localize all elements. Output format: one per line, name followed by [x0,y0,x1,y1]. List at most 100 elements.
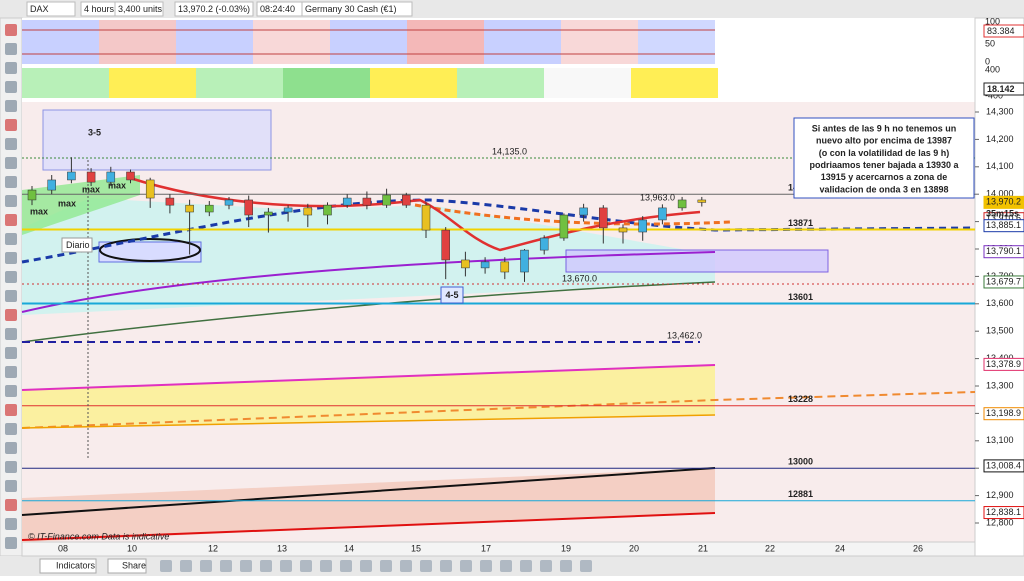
tool-icon[interactable] [5,81,17,93]
tool-icon[interactable] [5,423,17,435]
indicator-1-band [99,20,176,64]
bottom-icon[interactable] [540,560,552,572]
bottom-icon[interactable] [220,560,232,572]
share-button[interactable]: Share [122,560,146,570]
tool-icon[interactable] [5,499,17,511]
date-label: 10 [127,543,137,553]
tool-icon[interactable] [5,43,17,55]
tool-icon[interactable] [5,271,17,283]
tool-icon[interactable] [5,24,17,36]
tool-icon[interactable] [5,461,17,473]
bottom-icon[interactable] [520,560,532,572]
toolbar [0,0,1024,18]
toolbar-field[interactable] [301,1,413,17]
toolbar-time: 08:24:40 [260,4,295,14]
bottom-icon[interactable] [200,560,212,572]
daily-label: Diario [66,240,90,250]
indicator-2-band [544,68,631,98]
bottom-icon[interactable] [580,560,592,572]
tool-icon[interactable] [5,176,17,188]
bottom-icon[interactable] [340,560,352,572]
comment-line: 13915 y acercarnos a zona de [821,172,948,182]
ma-line [21,251,716,313]
bottom-icon[interactable] [440,560,452,572]
tool-icon[interactable] [5,290,17,302]
price-tick-label: 14,000 [986,189,1014,199]
tool-icon[interactable] [5,138,17,150]
indicator-2-band [109,68,196,98]
candle-body [145,179,155,199]
tool-icon[interactable] [5,214,17,226]
tool-icon[interactable] [5,366,17,378]
tool-icon[interactable] [5,347,17,359]
comment-box [793,117,975,199]
price-tag [983,245,1024,259]
candle-body [165,197,175,206]
footer: © IT-Finance.com Data is indicative [28,531,169,541]
price-tag-label: 13,790.1 [986,246,1021,256]
candle-body [323,204,332,216]
tool-icon[interactable] [5,537,17,549]
bottom-icon[interactable] [400,560,412,572]
price-tick-label: 14,200 [986,134,1014,144]
indicators-button[interactable]: Indicators [56,560,96,570]
max-label: max [30,206,48,216]
price-tick-label: 14,100 [986,161,1014,171]
tool-icon[interactable] [5,62,17,74]
candle-body [677,199,687,209]
wave-label: 3-5 [88,127,101,137]
bottom-icon[interactable] [280,560,292,572]
candle-body [421,204,431,231]
bottom-icon[interactable] [320,560,332,572]
bottom-icon[interactable] [160,560,172,572]
tool-icon[interactable] [5,309,17,321]
toolbar-field[interactable] [174,1,254,17]
date-label: 12 [208,543,218,553]
tool-icon[interactable] [5,385,17,397]
bottom-icon[interactable] [180,560,192,572]
band-yellow [22,365,715,428]
bottom-icon[interactable] [460,560,472,572]
bottom-icon[interactable] [500,560,512,572]
tool-icon[interactable] [5,252,17,264]
toolbar-field[interactable] [26,1,76,17]
bottom-icon[interactable] [360,560,372,572]
ma-line [21,391,976,429]
highlight-ellipse [99,238,201,262]
date-label: 17 [481,543,491,553]
price-tag [983,219,1024,233]
tool-icon[interactable] [5,100,17,112]
price-tick-label: 13,600 [986,298,1014,308]
price-tag-label: 13,885.1 [986,220,1021,230]
price-tag [983,357,1024,371]
indicator-1-value: 83.384 [987,26,1015,36]
toolbar-field[interactable] [114,1,164,17]
price-tag-label: 13,679.7 [986,276,1021,286]
tool-icon[interactable] [5,157,17,169]
tool-icon[interactable] [5,233,17,245]
tool-icon[interactable] [5,442,17,454]
bottom-icon[interactable] [260,560,272,572]
candle-body [500,261,510,273]
tool-icon[interactable] [5,518,17,530]
candle-body [303,207,313,216]
bottom-button[interactable] [107,558,147,574]
bottom-icon[interactable] [380,560,392,572]
bottom-button[interactable] [39,558,97,574]
bottom-icon[interactable] [300,560,312,572]
tool-icon[interactable] [5,328,17,340]
bottom-icon[interactable] [480,560,492,572]
price-note: 13,670.0 [562,273,597,283]
date-label: 19 [561,543,571,553]
bottom-icon[interactable] [560,560,572,572]
tool-icon[interactable] [5,195,17,207]
wave-box [440,286,464,304]
bottom-icon[interactable] [240,560,252,572]
tool-icon[interactable] [5,480,17,492]
tool-icon[interactable] [5,119,17,131]
tool-icon[interactable] [5,404,17,416]
candle-body [342,197,352,206]
bottom-icon[interactable] [420,560,432,572]
